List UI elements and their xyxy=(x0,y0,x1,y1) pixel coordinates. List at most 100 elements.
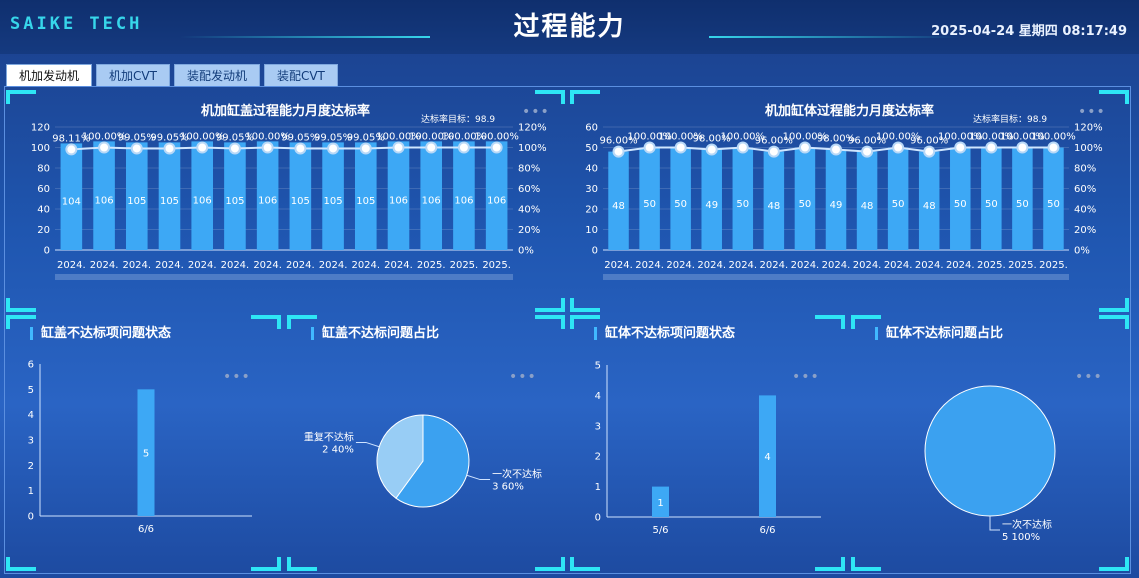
rate-label: 96.00% xyxy=(755,136,793,147)
rate-point xyxy=(643,141,656,154)
rate-label: 100.00% xyxy=(1031,132,1076,143)
bar xyxy=(763,151,785,250)
tab-machining-cvt[interactable]: 机加CVT xyxy=(96,64,170,86)
more-icon[interactable]: ••• xyxy=(509,369,537,385)
cover-ratio-title: 缸盖不达标问题占比 xyxy=(311,327,439,340)
corner-decor xyxy=(535,90,565,104)
rate-label: 98.11% xyxy=(52,133,90,144)
x-tick-label: 2025. xyxy=(1008,260,1037,271)
bar-value-label: 105 xyxy=(160,196,179,207)
rate-point xyxy=(65,143,78,156)
y-tick-label: 0 xyxy=(28,512,34,523)
more-icon[interactable]: ••• xyxy=(223,369,251,385)
rate-point xyxy=(674,141,687,154)
y2-tick-label: 20% xyxy=(518,225,540,236)
x-tick-label: 2024. xyxy=(155,260,184,271)
rate-point xyxy=(612,145,625,158)
bar-value-label: 104 xyxy=(62,197,81,208)
more-icon[interactable]: ••• xyxy=(1078,104,1106,120)
y-tick-label: 0 xyxy=(592,246,598,257)
y2-tick-label: 100% xyxy=(1074,143,1103,154)
corner-decor xyxy=(251,315,281,329)
bar-value-label: 48 xyxy=(767,201,780,212)
rate-point xyxy=(425,141,438,154)
x-tick-label: 2024. xyxy=(319,260,348,271)
bar-value-label: 105 xyxy=(225,196,244,207)
zoom-slider xyxy=(55,274,513,280)
rate-label: 99.05% xyxy=(150,132,188,143)
pie-slice xyxy=(395,414,470,508)
y-tick-label: 60 xyxy=(37,184,50,195)
bar-value-label: 50 xyxy=(1016,199,1029,210)
rate-point xyxy=(490,141,503,154)
bar xyxy=(732,147,754,250)
y-tick-label: 6 xyxy=(28,360,34,371)
rate-point xyxy=(954,141,967,154)
tab-machining-engine[interactable]: 机加发动机 xyxy=(6,64,93,86)
pie-leader-line xyxy=(989,516,1000,531)
corner-decor xyxy=(1099,298,1129,312)
bar xyxy=(354,142,377,250)
x-tick-label: 2024. xyxy=(57,260,86,271)
block-status-chart: 0 1 2 3 4 5 1 5/6 4 6/6 xyxy=(595,361,821,536)
bar xyxy=(981,147,1002,250)
cover-ratio-panel: 缸盖不达标问题占比 ••• 一次不达标 3 60% 重复不达标 2 40% xyxy=(287,315,565,571)
rate-label: 100.00% xyxy=(627,132,672,143)
y2-tick-label: 80% xyxy=(518,164,540,175)
bar xyxy=(256,141,279,250)
x-tick-label: 2024. xyxy=(286,260,315,271)
bar-value-label: 105 xyxy=(127,196,146,207)
y-tick-label: 30 xyxy=(585,184,598,195)
more-icon[interactable]: ••• xyxy=(522,104,550,120)
x-tick-label: 2024. xyxy=(253,260,282,271)
y-tick-label: 5 xyxy=(595,361,601,372)
block-ratio-panel: 缸体不达标问题占比 ••• 一次不达标 5 100% xyxy=(851,315,1129,571)
cover-status-panel: 缸盖不达标项问题状态 ••• 0 1 2 3 4 5 6 5 6/6 xyxy=(6,315,281,571)
tab-assembly-engine[interactable]: 装配发动机 xyxy=(173,64,260,86)
corner-decor xyxy=(535,315,565,329)
tab-assembly-cvt[interactable]: 装配CVT xyxy=(263,64,338,86)
x-tick-label: 2024. xyxy=(853,260,882,271)
corner-decor xyxy=(1099,315,1129,329)
target-label: 达标率目标：98.9 xyxy=(421,115,496,125)
x-tick-label: 2024. xyxy=(666,260,695,271)
cover-monthly-title: 机加缸盖过程能力月度达标率 xyxy=(200,104,370,119)
bar-value-label: 106 xyxy=(422,196,441,207)
bar xyxy=(887,147,909,250)
bar xyxy=(125,142,148,250)
bar xyxy=(639,147,660,250)
bar xyxy=(670,147,691,250)
x-tick-label: 2024. xyxy=(221,260,250,271)
datetime: 2025-04-24 星期四 08:17:49 xyxy=(931,24,1127,39)
bar xyxy=(485,141,508,250)
more-icon[interactable]: ••• xyxy=(1075,369,1103,385)
y-tick-label: 10 xyxy=(585,225,598,236)
block-ratio-title: 缸体不达标问题占比 xyxy=(875,327,1003,340)
bar-value-label: 105 xyxy=(324,196,343,207)
corner-decor xyxy=(851,557,881,571)
bar xyxy=(224,142,246,250)
bar xyxy=(918,151,940,250)
y-tick-label: 60 xyxy=(585,123,598,134)
rate-label: 100.00% xyxy=(474,132,519,143)
corner-decor xyxy=(1099,557,1129,571)
rate-point xyxy=(327,142,340,155)
rate-point xyxy=(130,142,143,155)
rate-label: 100.00% xyxy=(409,132,454,143)
pie-slice xyxy=(376,414,424,499)
more-icon[interactable]: ••• xyxy=(792,369,820,385)
rate-point xyxy=(767,145,780,158)
corner-decor xyxy=(1099,90,1129,104)
rate-point xyxy=(228,142,241,155)
bar-value-label: 48 xyxy=(923,201,936,212)
bar-value-label: 50 xyxy=(643,199,656,210)
bar-value-label: 50 xyxy=(674,199,687,210)
corner-decor xyxy=(287,557,317,571)
bar xyxy=(1043,147,1064,250)
corner-decor xyxy=(287,315,317,329)
block-monthly-panel: 机加缸体过程能力月度达标率 达标率目标：98.9 ••• 0 10 20 30 40 50… xyxy=(570,90,1129,312)
y2-tick-label: 60% xyxy=(518,184,540,195)
x-tick-label: 2024. xyxy=(351,260,380,271)
bar-value-label: 50 xyxy=(954,199,967,210)
